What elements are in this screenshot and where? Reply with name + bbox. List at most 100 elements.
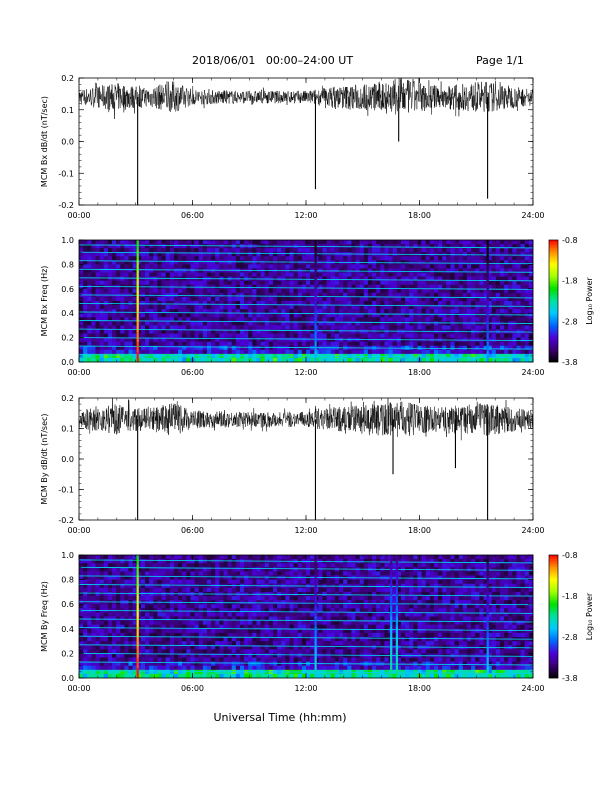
- spectrogram-cell: [400, 264, 406, 269]
- spectrogram-cell: [330, 333, 336, 338]
- spectrogram-cell: [330, 256, 336, 261]
- spectrogram-cell: [289, 272, 294, 277]
- spectrogram-cell: [136, 563, 142, 568]
- spectrogram-cell: [516, 349, 521, 355]
- spectrogram-cell: [198, 260, 204, 265]
- spectrogram-cell: [157, 337, 162, 342]
- spectrogram-cell: [202, 248, 208, 253]
- spectrogram-cell: [483, 357, 488, 363]
- spectrogram-cell: [99, 649, 105, 654]
- spectrogram-cell: [215, 657, 220, 662]
- spectrogram-cell: [169, 608, 175, 613]
- spectrogram-cell: [178, 357, 183, 363]
- spectrogram-cell: [95, 341, 100, 347]
- spectrogram-cell: [227, 252, 233, 257]
- spectrogram-cell: [206, 305, 212, 310]
- spectrogram-cell: [145, 353, 150, 359]
- spectrogram-cell: [372, 264, 377, 269]
- spectrogram-cell: [528, 240, 534, 245]
- spectrogram-cell: [351, 296, 356, 302]
- spectrogram-cell: [351, 272, 356, 277]
- spectrogram-cell: [116, 268, 121, 273]
- spectrogram-cell: [413, 292, 418, 298]
- spectrogram-cell: [355, 244, 360, 249]
- spectrogram-cell: [524, 244, 530, 249]
- spectrogram-cell: [339, 256, 344, 261]
- colorbar-swatch: [549, 343, 558, 347]
- spectrogram-cell: [157, 645, 162, 650]
- spectrogram-cell: [153, 596, 158, 601]
- spectrogram-cell: [149, 353, 154, 359]
- spectrogram-cell: [161, 649, 166, 654]
- spectrogram-cell: [140, 587, 146, 593]
- spectrogram-cell: [219, 612, 224, 617]
- spectrogram-cell: [260, 256, 266, 261]
- spectrogram-cell: [206, 252, 212, 257]
- spectrogram-cell: [153, 628, 158, 634]
- spectrogram-cell: [219, 579, 224, 584]
- spectrogram-cell: [495, 260, 501, 265]
- spectrogram-cell: [268, 333, 274, 338]
- spectrogram-cell: [87, 645, 92, 650]
- spectrogram-cell: [334, 264, 340, 269]
- spectrogram-cell: [260, 264, 266, 269]
- spectrogram-cell: [202, 244, 208, 249]
- spectrogram-cell: [136, 669, 142, 675]
- event-stripe: [486, 351, 489, 363]
- spectrogram-cell: [380, 240, 385, 245]
- spectrogram-cell: [120, 657, 125, 662]
- spectrogram-cell: [491, 272, 497, 277]
- spectrogram-cell: [256, 284, 261, 290]
- spectrogram-cell: [491, 284, 497, 290]
- spectrogram-cell: [268, 337, 274, 342]
- spectrogram-cell: [194, 579, 199, 584]
- spectrogram-cell: [186, 321, 191, 326]
- spectrogram-cell: [169, 657, 175, 662]
- spectrogram-cell: [413, 301, 418, 306]
- spectrogram-cell: [173, 571, 179, 576]
- spectrogram-cell: [446, 353, 451, 359]
- spectrogram-cell: [120, 571, 125, 576]
- spectrogram-cell: [116, 604, 121, 609]
- spectrogram-cell: [355, 256, 360, 261]
- spectrogram-cell: [186, 620, 191, 625]
- spectrogram-cell: [99, 260, 105, 265]
- spectrogram-cell: [149, 628, 154, 634]
- spectrogram-cell: [120, 349, 125, 355]
- spectrogram-cell: [454, 256, 460, 261]
- spectrogram-cell: [223, 653, 228, 658]
- spectrogram-cell: [95, 272, 100, 277]
- spectrogram-cell: [157, 264, 162, 269]
- spectrogram-cell: [215, 661, 220, 666]
- spectrogram-cell: [145, 637, 150, 642]
- spectrogram-cell: [95, 624, 100, 630]
- spectrogram-cell: [223, 305, 228, 310]
- spectrogram-cell: [285, 305, 290, 310]
- spectrogram-cell: [190, 288, 195, 294]
- spectrogram-cell: [107, 616, 113, 621]
- colorbar-swatch: [549, 305, 558, 308]
- spectrogram-cell: [136, 628, 142, 634]
- spectrogram-cell: [355, 292, 360, 298]
- spectrogram-cell: [359, 292, 365, 298]
- spectrogram-cell: [99, 669, 105, 675]
- spectrogram-cell: [91, 620, 96, 625]
- spectrogram-cell: [165, 296, 171, 302]
- spectrogram-cell: [215, 256, 220, 261]
- spectrogram-cell: [99, 353, 105, 359]
- colorbar-swatch: [549, 317, 558, 320]
- spectrogram-cell: [334, 276, 340, 281]
- spectrogram-cell: [161, 272, 166, 277]
- spectrogram-cell: [173, 645, 179, 650]
- spectrogram-cell: [169, 653, 175, 658]
- colorbar-swatch: [549, 294, 558, 298]
- spectrogram-cell: [103, 604, 109, 609]
- spectrogram-cell: [83, 264, 88, 269]
- spectrogram-cell: [231, 288, 237, 294]
- spectrogram-cell: [343, 256, 348, 261]
- spectrogram-cell: [99, 587, 105, 593]
- spectrogram-cell: [149, 309, 154, 314]
- spectrogram-cell: [347, 309, 352, 314]
- spectrogram-cell: [112, 612, 117, 617]
- spectrogram-cell: [132, 276, 138, 281]
